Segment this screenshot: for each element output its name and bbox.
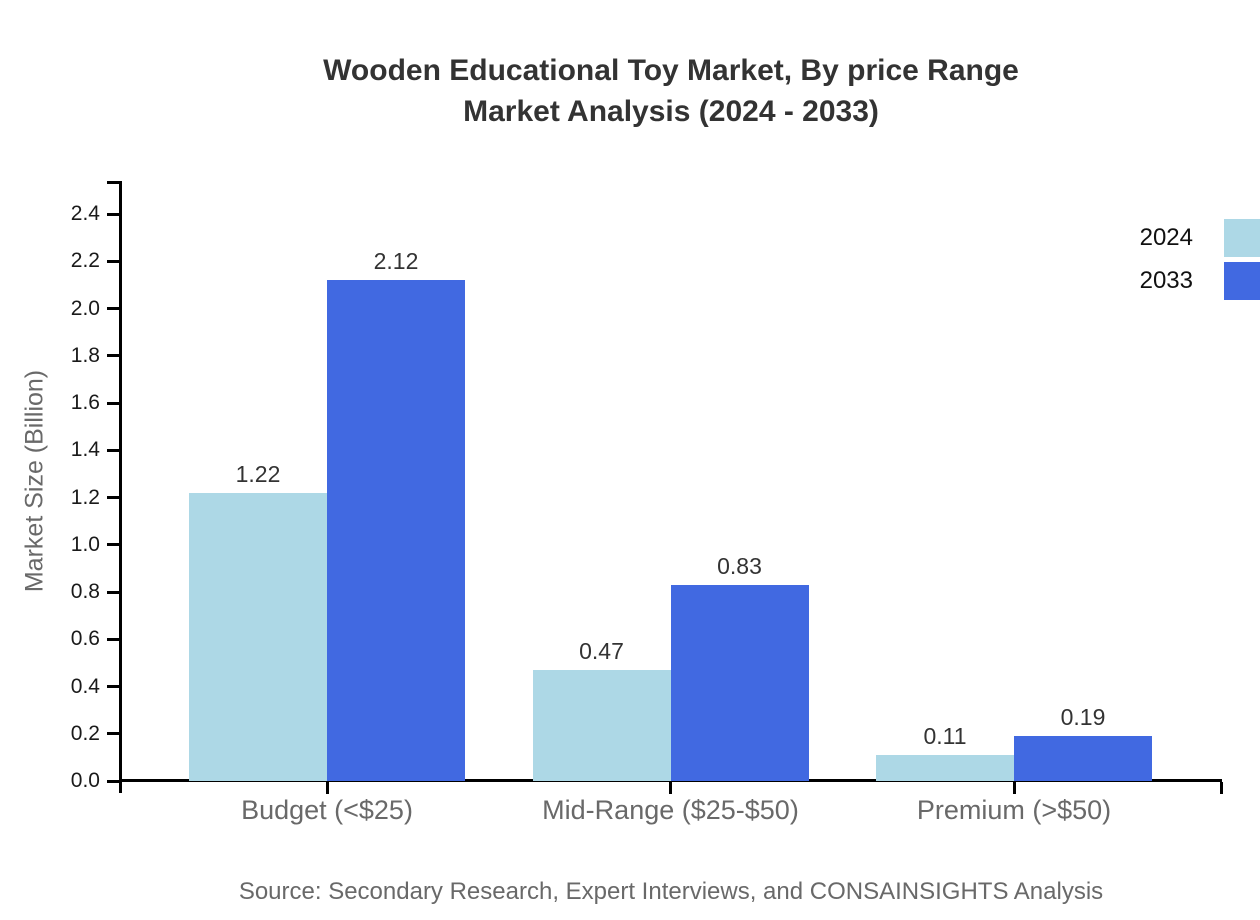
y-tick-label: 1.0 [70, 532, 100, 556]
y-tick [107, 496, 119, 500]
chart-subtitle: Market Analysis (2024 - 2033) [463, 95, 879, 128]
y-tick [107, 212, 119, 216]
legend-swatch-2024 [1224, 219, 1260, 257]
bar-value-label: 0.83 [717, 552, 762, 579]
legend-swatch-2033 [1224, 262, 1260, 300]
y-tick-label: 1.4 [70, 438, 100, 462]
chart-title-block: Wooden Educational Toy Market, By price … [120, 50, 1222, 132]
y-tick-label: 2.0 [70, 296, 100, 320]
bar-2033 [670, 584, 809, 781]
legend-label-2024: 2024 [1139, 224, 1193, 251]
y-tick-label: 0.4 [70, 674, 100, 698]
y-tick-label: 0.8 [70, 580, 100, 604]
x-category-label: Premium (>$50) [916, 795, 1112, 825]
y-tick [107, 590, 119, 594]
bar-2033 [327, 280, 465, 781]
bar-2024 [532, 669, 671, 781]
y-tick [107, 543, 119, 547]
bar-value-label: 1.22 [235, 460, 281, 487]
y-tick [107, 354, 119, 358]
x-tick [1012, 782, 1016, 794]
y-tick [107, 307, 119, 311]
y-tick [107, 732, 119, 736]
y-axis-endcap-tick [107, 181, 119, 184]
x-axis-endcap-tick [1220, 782, 1223, 794]
y-tick-label: 2.2 [70, 249, 100, 273]
bar-2024 [189, 492, 327, 781]
bar-2033 [1014, 736, 1152, 781]
source-note: Source: Secondary Research, Expert Inter… [238, 878, 1104, 905]
legend-label-2033: 2033 [1139, 267, 1193, 294]
x-category-label: Budget (<$25) [241, 795, 413, 825]
y-tick-label: 1.2 [70, 485, 100, 509]
bar-value-label: 2.12 [373, 248, 419, 275]
plot-area: 0.0 0.2 0.4 0.6 0.8 1.0 1.2 1.4 1.6 1.8 2.0 2.2 2.4 … [71, 181, 1223, 825]
y-tick-label: 1.6 [70, 391, 100, 415]
bar-value-label: 0.19 [1060, 704, 1106, 731]
y-tick-label: 0.2 [70, 721, 100, 745]
y-tick [107, 259, 119, 263]
y-tick-label: 2.4 [70, 202, 100, 226]
y-tick [107, 637, 119, 641]
x-category-label: Mid-Range ($25-$50) [542, 795, 799, 825]
x-tick [325, 782, 329, 794]
y-tick [107, 401, 119, 405]
y-tick-label: 0.0 [70, 769, 100, 792]
chart-title: Wooden Educational Toy Market, By price … [323, 54, 1019, 87]
y-tick [107, 779, 119, 783]
y-tick [107, 685, 119, 688]
y-tick-label: 1.8 [70, 343, 100, 367]
x-tick [669, 782, 672, 794]
y-tick-label: 0.6 [70, 627, 100, 651]
bar-value-label: 0.47 [579, 637, 624, 664]
y-tick [107, 448, 119, 452]
y-axis-spine [119, 181, 122, 793]
bar-2024 [876, 755, 1014, 781]
bar-value-label: 0.11 [923, 723, 967, 750]
